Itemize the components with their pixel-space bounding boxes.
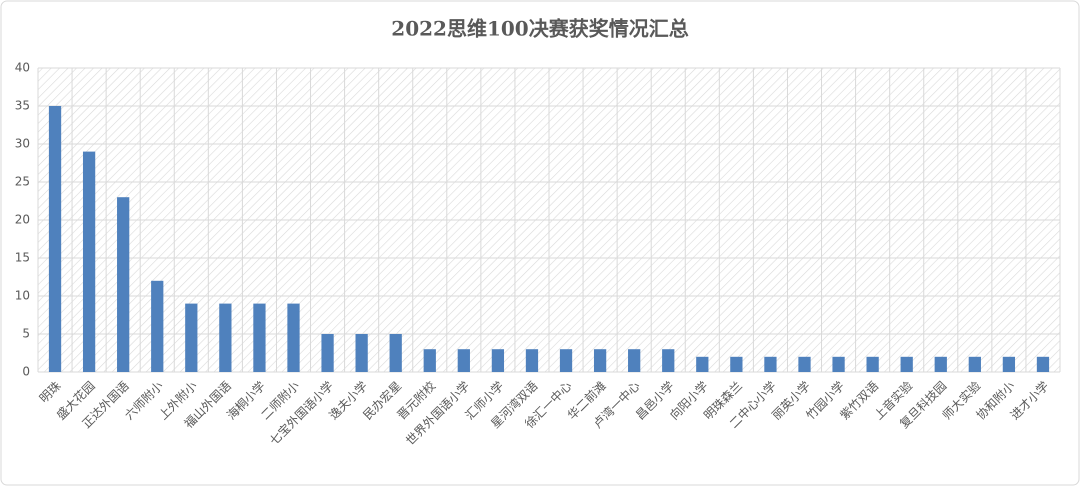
- y-tick-label: 15: [15, 251, 30, 265]
- bar: [696, 356, 709, 372]
- bar: [457, 349, 470, 372]
- bar: [185, 303, 198, 372]
- bar: [1002, 356, 1016, 372]
- bar: [798, 356, 811, 372]
- bar: [117, 197, 130, 372]
- y-tick-label: 30: [15, 137, 30, 151]
- bar: [764, 356, 777, 372]
- bar: [355, 334, 368, 372]
- bar: [151, 280, 164, 372]
- bar: [832, 356, 845, 372]
- chart-title: 2022思维100决赛获奖情况汇总: [391, 17, 688, 41]
- y-tick-label: 25: [15, 175, 30, 189]
- bar: [389, 334, 402, 372]
- bar: [82, 151, 96, 372]
- bar: [900, 356, 913, 372]
- bar: [1036, 356, 1050, 372]
- bar: [662, 349, 675, 372]
- bar: [423, 349, 436, 372]
- y-tick-label: 40: [15, 61, 30, 75]
- y-tick-label: 0: [22, 365, 30, 379]
- bar: [559, 349, 573, 372]
- bar: [934, 356, 947, 372]
- bar: [321, 334, 334, 372]
- bar: [628, 349, 641, 372]
- bar: [48, 106, 62, 372]
- bar: [525, 349, 539, 372]
- y-tick-label: 10: [15, 289, 30, 303]
- bar: [593, 349, 607, 372]
- bar: [866, 356, 879, 372]
- y-tick-label: 35: [15, 99, 30, 113]
- bar: [219, 303, 232, 372]
- y-tick-label: 20: [15, 213, 30, 227]
- bar: [968, 356, 981, 372]
- bar: [491, 349, 505, 372]
- bar: [287, 303, 300, 372]
- bar: [730, 356, 743, 372]
- y-tick-label: 5: [22, 327, 30, 341]
- bar: [253, 303, 266, 372]
